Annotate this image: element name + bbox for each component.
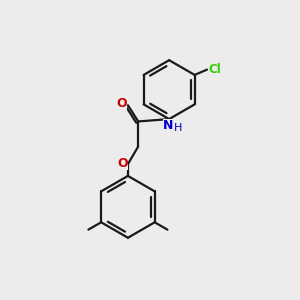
Text: N: N xyxy=(164,119,174,132)
Text: Cl: Cl xyxy=(208,62,221,76)
Text: O: O xyxy=(117,157,128,170)
Text: O: O xyxy=(116,97,127,110)
Text: H: H xyxy=(174,123,182,133)
